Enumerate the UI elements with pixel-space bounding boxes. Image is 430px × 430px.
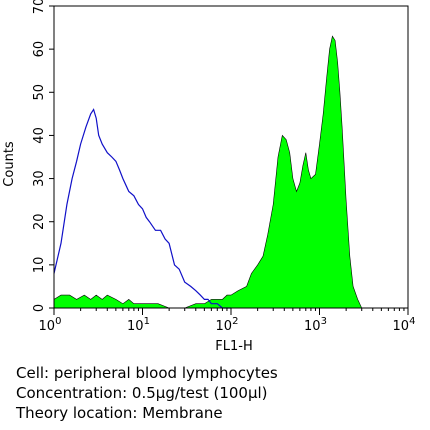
- y-tick-label: 50: [32, 84, 47, 101]
- filled-histogram-series: [53, 35, 408, 309]
- y-tick-label: 30: [32, 170, 47, 187]
- x-tick-label: 104: [393, 316, 416, 334]
- caption-location-line: Theory location: Membrane: [16, 404, 223, 422]
- y-tick-label: 40: [32, 127, 47, 144]
- x-tick-label: 102: [216, 316, 239, 334]
- y-axis-title: Counts: [2, 141, 17, 187]
- y-tick-label: 60: [32, 41, 47, 58]
- x-tick-label: 103: [304, 316, 327, 334]
- tick-layer: 0 10 20 30 40 50 60 70 100 101 102 103 104: [32, 0, 415, 334]
- figure-caption: Cell: peripheral blood lymphocytes Conce…: [16, 363, 278, 423]
- x-tick-label: 100: [39, 316, 62, 334]
- y-tick-label: 70: [32, 0, 47, 14]
- y-tick-label: 0: [32, 304, 47, 312]
- y-tick-label: 20: [32, 213, 47, 230]
- histogram-chart: 0 10 20 30 40 50 60 70 100 101 102 103 104 FL1-H Cou…: [2, 0, 416, 354]
- y-tick-label: 10: [32, 257, 47, 274]
- series-layer: [53, 35, 408, 309]
- caption-cell-line: Cell: peripheral blood lymphocytes: [16, 364, 278, 382]
- caption-concentration-line: Concentration: 0.5μg/test (100μl): [16, 384, 268, 402]
- x-axis-title: FL1-H: [215, 339, 252, 354]
- x-tick-label: 101: [127, 316, 150, 334]
- outline-histogram-series: [53, 108, 231, 309]
